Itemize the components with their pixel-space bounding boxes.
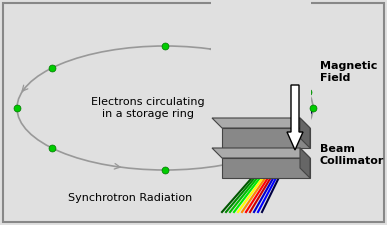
FancyArrow shape xyxy=(287,85,303,150)
Bar xyxy=(222,158,310,178)
Bar xyxy=(222,128,310,148)
Polygon shape xyxy=(212,118,310,128)
Text: Electrons circulating
in a storage ring: Electrons circulating in a storage ring xyxy=(91,97,205,119)
Bar xyxy=(211,0,311,127)
Text: Beam
Collimator: Beam Collimator xyxy=(320,144,384,166)
Text: Synchrotron Radiation: Synchrotron Radiation xyxy=(68,193,192,203)
Polygon shape xyxy=(300,148,310,178)
Polygon shape xyxy=(300,118,310,148)
Polygon shape xyxy=(212,148,310,158)
Text: Magnetic
Field: Magnetic Field xyxy=(320,61,377,83)
